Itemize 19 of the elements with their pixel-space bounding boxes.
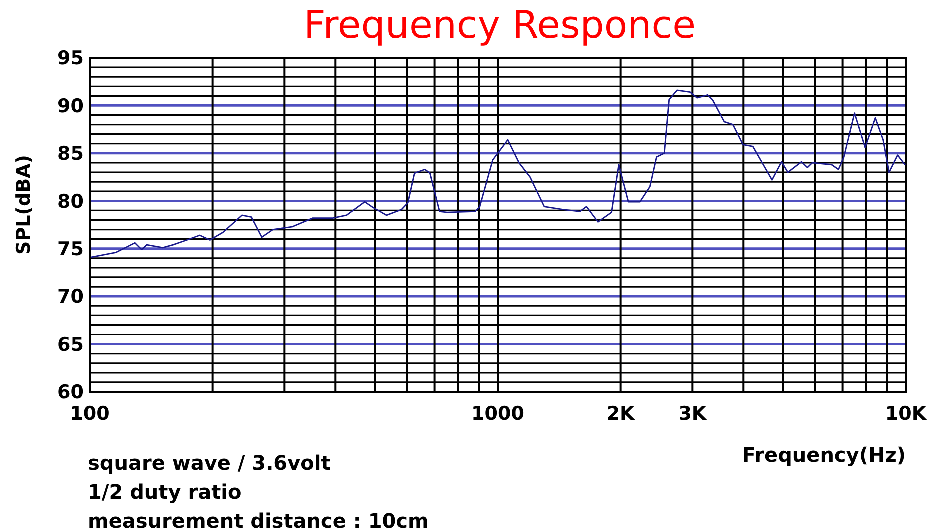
x-axis-title: Frequency(Hz) [742,443,906,467]
chart-title: Frequency Responce [304,3,696,47]
y-tick-label: 85 [58,143,84,166]
y-tick-label: 60 [58,382,84,404]
text: square wave / 3.6volt [88,451,332,475]
y-tick-label: 75 [58,238,84,261]
x-tick-label: 100 [70,403,110,425]
y-tick-label: 70 [58,286,84,308]
x-tick-label: 10K [885,403,928,425]
x-tick-label: 3K [678,403,708,425]
x-tick-label: 1000 [472,403,524,425]
y-axis-title: SPL(dBA) [13,155,35,255]
text: 1/2 duty ratio [88,480,242,504]
y-tick-label: 80 [58,190,84,213]
x-tick-label: 2K [606,403,636,425]
text: measurement distance : 10cm [88,509,429,531]
y-tick-label: 95 [58,48,84,70]
y-tick-label: 90 [58,95,84,118]
y-tick-label: 65 [58,334,84,356]
